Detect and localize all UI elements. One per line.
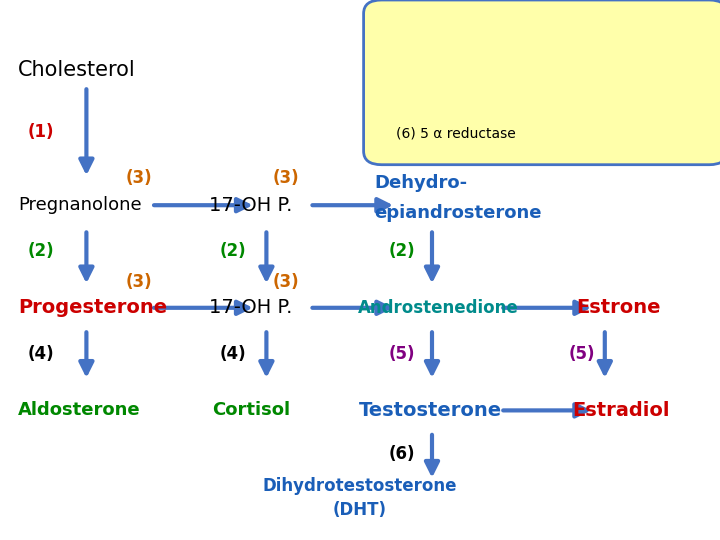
Text: Cholesterol: Cholesterol <box>18 60 136 80</box>
Text: Estradiol: Estradiol <box>572 401 670 420</box>
Text: (3): (3) <box>272 273 299 291</box>
Text: Androstenedione: Androstenedione <box>358 299 518 317</box>
Text: (2): (2) <box>220 242 246 260</box>
Text: epiandrosterone: epiandrosterone <box>374 204 542 222</box>
Text: (2): (2) <box>27 242 54 260</box>
Text: 17-OH P.: 17-OH P. <box>209 298 292 318</box>
Text: Estrone: Estrone <box>576 298 660 318</box>
Text: Dehydro-: Dehydro- <box>374 173 467 192</box>
Text: (4): (4) <box>27 345 54 363</box>
Text: Dihydrotestosterone: Dihydrotestosterone <box>263 477 457 495</box>
Text: (5): (5) <box>569 345 595 363</box>
Text: (5): (5) <box>389 345 415 363</box>
Text: Aldosterone: Aldosterone <box>18 401 140 420</box>
Text: (3): (3) <box>126 273 153 291</box>
Text: (6): (6) <box>389 444 415 463</box>
Text: Cortisol: Cortisol <box>212 401 291 420</box>
Text: (3): (3) <box>126 169 153 187</box>
Text: (DHT): (DHT) <box>333 501 387 519</box>
Text: (2): (2) <box>389 242 415 260</box>
Text: (1): (1) <box>27 123 54 141</box>
Text: Progesterone: Progesterone <box>18 298 167 318</box>
Text: Pregnanolone: Pregnanolone <box>18 196 142 214</box>
Text: (6) 5 α reductase: (6) 5 α reductase <box>396 126 516 140</box>
Text: (4): (4) <box>220 345 246 363</box>
Text: Testosterone: Testosterone <box>359 401 502 420</box>
FancyBboxPatch shape <box>364 0 720 165</box>
Text: (3): (3) <box>272 169 299 187</box>
Text: 17-OH P.: 17-OH P. <box>209 195 292 215</box>
